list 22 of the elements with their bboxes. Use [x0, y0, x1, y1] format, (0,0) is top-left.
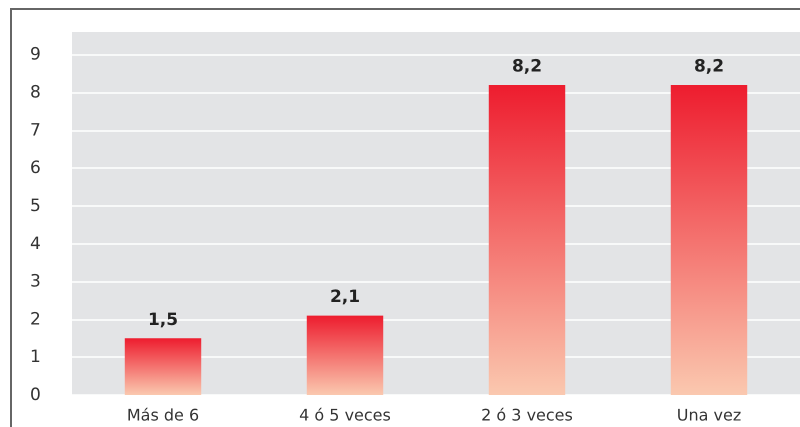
- x-tick-label: 2 ó 3 veces: [481, 406, 573, 424]
- y-tick-label: 5: [30, 196, 41, 216]
- y-tick-label: 7: [30, 120, 41, 140]
- bar: [124, 338, 202, 395]
- data-label: 8,2: [694, 56, 724, 76]
- y-tick-label: 0: [30, 385, 41, 405]
- y-tick-label: 1: [30, 347, 41, 368]
- data-label: 2,1: [330, 287, 360, 308]
- data-label: 8,2: [512, 56, 542, 76]
- y-tick-label: 6: [30, 158, 41, 178]
- x-tick-label: Más de 6: [126, 406, 200, 424]
- bar: [306, 316, 384, 395]
- y-tick-label: 9: [30, 44, 41, 65]
- data-label: 1,5: [148, 310, 178, 330]
- x-tick-label: Una vez: [676, 406, 742, 424]
- x-tick-label: 4 ó 5 veces: [299, 406, 391, 424]
- y-tick-label: 2: [30, 309, 41, 330]
- bar: [670, 84, 748, 395]
- y-tick-label: 3: [30, 272, 41, 292]
- y-tick-label: 8: [30, 82, 41, 102]
- y-tick-label: 4: [30, 234, 41, 254]
- bar: [488, 84, 566, 395]
